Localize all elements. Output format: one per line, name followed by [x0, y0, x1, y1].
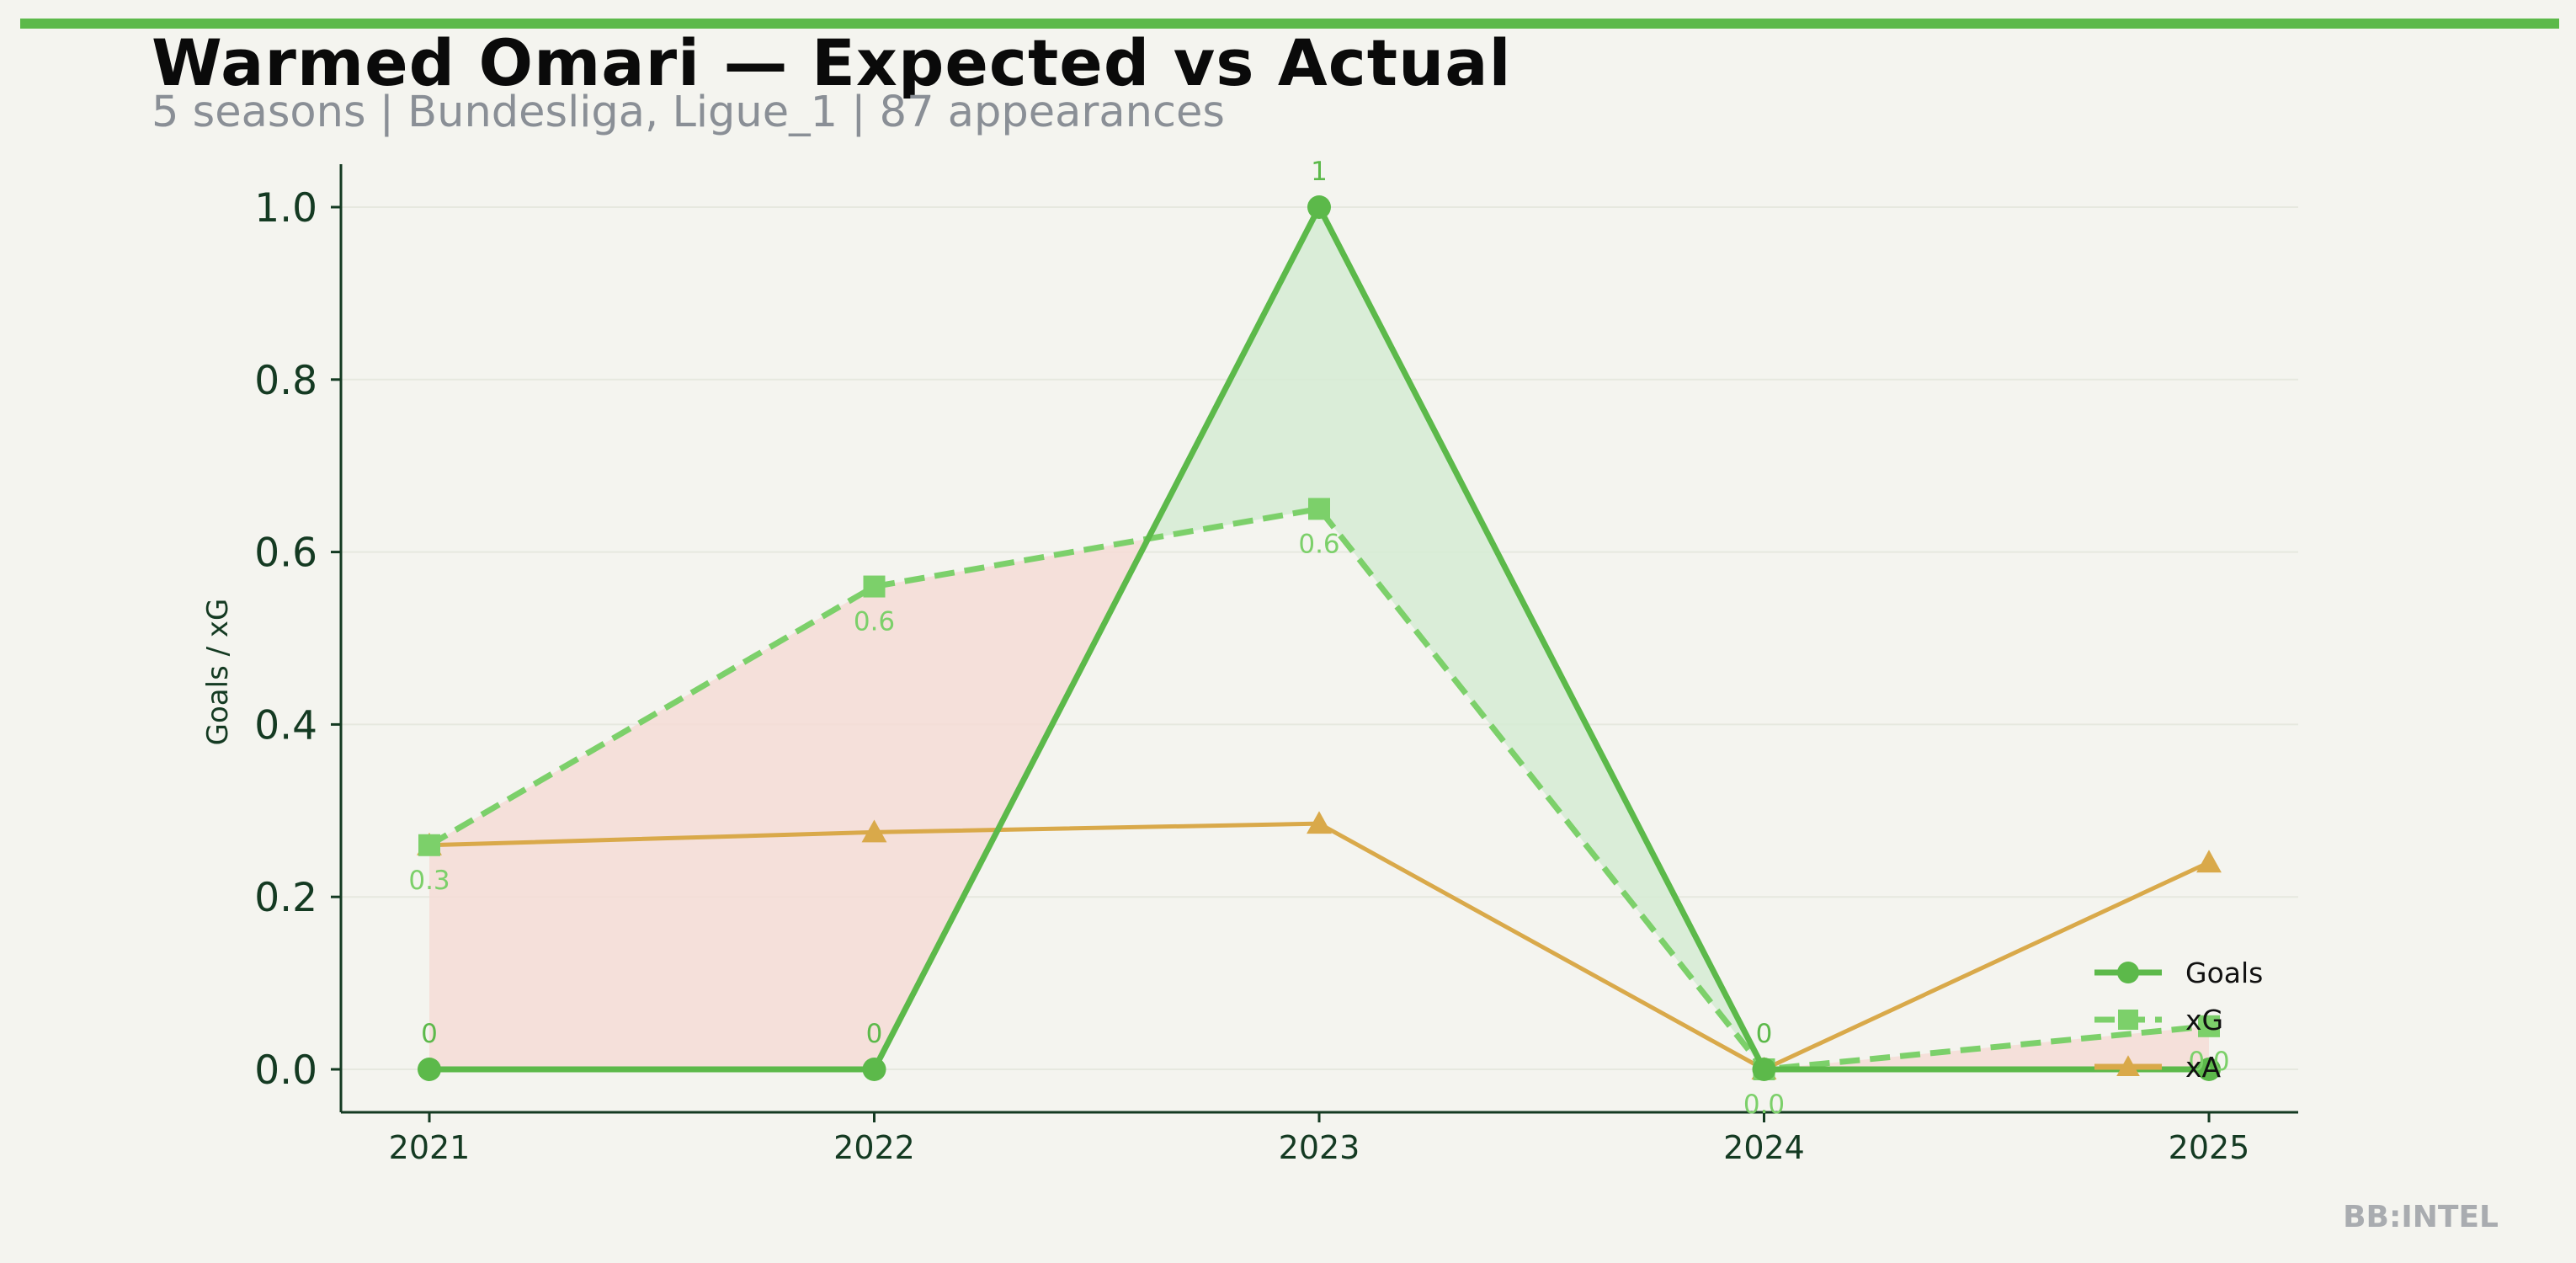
x-tick-label: 2024 — [1723, 1129, 1805, 1166]
x-tick-label: 2023 — [1279, 1129, 1360, 1166]
x-tick-label: 2025 — [2169, 1129, 2250, 1166]
goals-point — [1752, 1058, 1776, 1081]
xa-point — [861, 819, 887, 843]
series-line-xg — [428, 505, 2210, 1073]
legend-marker-goals — [2117, 962, 2139, 983]
xg-point — [863, 575, 886, 598]
goals-point — [1307, 195, 1331, 219]
data-labels: 0 0 1 0 0.3 0.6 0.6 0.0 0.0 — [408, 157, 2229, 1120]
legend-label-xg: xG — [2185, 1004, 2223, 1037]
legend-label-goals: Goals — [2185, 957, 2263, 989]
xg-data-label: 0.3 — [408, 866, 450, 896]
x-tick-label: 2021 — [389, 1129, 471, 1166]
legend-marker-xg — [2118, 1010, 2138, 1030]
underperformance-area — [429, 586, 875, 1069]
y-tick-label: 0.2 — [254, 875, 317, 921]
xa-point — [2196, 850, 2222, 873]
legend-marker-xa — [2116, 1055, 2140, 1077]
goals-data-label: 0 — [866, 1019, 883, 1049]
legend-label-xa: xA — [2185, 1051, 2222, 1084]
top-accent-rule — [20, 19, 2559, 29]
chart-legend: Goals xG xA — [2094, 957, 2263, 1084]
brand-watermark: BB:INTEL — [2343, 1200, 2499, 1234]
goals-point — [418, 1058, 441, 1081]
xg-point — [1308, 498, 1330, 520]
y-axis-label: Goals / xG — [201, 599, 235, 746]
y-tick-label: 0.0 — [254, 1047, 317, 1094]
xa-point — [1307, 811, 1332, 834]
goals-data-label: 1 — [1311, 157, 1328, 187]
y-tick-label: 1.0 — [254, 185, 317, 232]
performance-shading — [429, 207, 2209, 1069]
axes: 0.0 0.2 0.4 0.6 0.8 1.0 2021 2022 2023 2024 2025 — [254, 164, 2298, 1166]
goals-data-label: 0 — [421, 1019, 438, 1049]
xg-point — [418, 834, 440, 856]
series-layer — [417, 195, 2222, 1081]
y-tick-label: 0.6 — [254, 530, 317, 577]
goals-point — [862, 1058, 886, 1081]
xg-data-label: 0.6 — [854, 607, 895, 637]
xg-data-label: 0.0 — [1743, 1090, 1785, 1120]
chart-subtitle: 5 seasons | Bundesliga, Ligue_1 | 87 app… — [152, 88, 1225, 137]
chart-title: Warmed Omari — Expected vs Actual — [152, 25, 1512, 100]
xg-data-label: 0.0 — [2188, 1047, 2229, 1077]
x-tick-label: 2022 — [833, 1129, 915, 1166]
xg-point — [2198, 1015, 2220, 1037]
goals-point — [2197, 1058, 2221, 1081]
y-tick-label: 0.4 — [254, 702, 317, 749]
xg-data-label: 0.6 — [1298, 529, 1339, 559]
goals-data-label: 0 — [1756, 1019, 1773, 1049]
y-tick-label: 0.8 — [254, 358, 317, 404]
